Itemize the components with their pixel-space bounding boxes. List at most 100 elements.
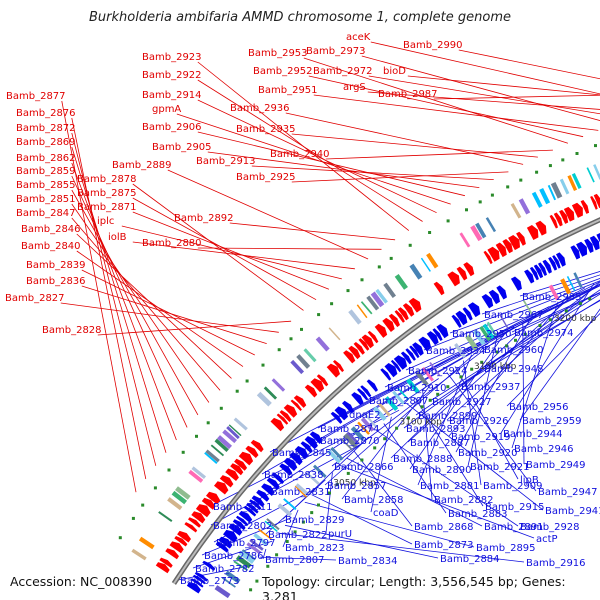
inner-feature-block [357,421,370,435]
reverse-gene-arrow [576,241,588,257]
accession-text: Accession: NC_008390 [10,574,153,589]
outer-feature-block [409,263,423,280]
reverse-gene-label: Bamb_2924 [408,366,468,377]
reverse-gene-label: Bamb_2773 [180,576,240,587]
reverse-gene-label: dnaE2 [349,410,381,421]
inner-marker-dot [588,297,592,301]
reverse-gene-arrow [366,379,378,392]
inner-feature-block [573,272,583,288]
forward-gene-arrow [348,345,361,360]
forward-gene-arrow [316,374,329,387]
reverse-connector-line [423,280,600,351]
outer-feature-block [271,378,286,392]
forward-connector-line [291,171,509,183]
outer-feature-block [226,425,240,440]
reverse-gene-arrow [215,541,229,553]
outer-feature-block [171,490,188,505]
forward-gene-arrow [219,475,234,488]
inner-marker-dot [335,483,339,487]
reverse-connector-line [201,517,292,556]
forward-gene-arrow [225,468,239,481]
outer-feature-block [547,184,557,201]
inner-marker-dot [373,446,377,450]
forward-gene-arrow [516,231,526,246]
outer-marker-dot [548,164,552,168]
reverse-gene-label: Bamb_2873 [414,540,474,551]
inner-feature-block [473,329,486,346]
inner-feature-block [479,325,491,342]
reverse-gene-label: Bamb_2893 [406,424,466,435]
inner-feature-block [224,570,241,584]
reverse-connector-line [462,360,482,486]
reverse-connector-line [422,390,433,500]
reverse-gene-arrow [412,342,424,356]
reverse-connector-line [407,292,577,443]
outer-feature-block [366,295,380,311]
reverse-gene-arrow [584,238,594,253]
forward-gene-arrow [283,404,298,418]
inner-feature-block [343,433,358,449]
outer-marker-dot [360,278,364,282]
reverse-gene-label: lipB [520,475,539,486]
reverse-connector-line [506,312,600,407]
reverse-gene-arrow [243,505,257,517]
reverse-gene-arrow [556,252,566,267]
forward-connector-line [176,113,451,205]
outer-marker-dot [206,421,210,425]
inner-marker-dot [293,530,297,534]
reverse-gene-label: Bamb_2868 [414,522,474,533]
reverse-gene-arrow [289,452,303,466]
forward-connector-line [285,112,524,165]
reverse-gene-label: Bamb_2834 [338,556,398,567]
outer-feature-block [459,232,471,248]
forward-gene-label: bioD [383,66,406,77]
reverse-gene-label: Bamb_2920 [458,448,518,459]
reverse-gene-arrow [570,245,581,260]
reverse-gene-label: Bamb_2884 [440,554,500,565]
forward-gene-arrow [388,313,400,328]
forward-gene-arrow [495,242,507,258]
reverse-gene-arrow [309,431,323,444]
forward-gene-label: Bamb_2839 [26,260,86,271]
forward-connector-line [370,41,600,95]
reverse-gene-label: Bamb_2934 [426,346,486,357]
outer-marker-dot [330,302,334,306]
forward-gene-label: Bamb_2914 [142,90,202,101]
forward-gene-label: Bamb_2972 [313,66,373,77]
reverse-gene-label: Bamb_2926 [449,416,509,427]
reverse-gene-arrow [436,324,449,339]
reverse-gene-label: Bamb_2948 [484,364,544,375]
forward-gene-label: Bamb_2953 [248,48,308,59]
reverse-connector-line [511,301,559,449]
outer-marker-dot [519,178,523,182]
reverse-gene-label: Bamb_2946 [514,444,574,455]
forward-connector-line [197,79,423,222]
forward-gene-label: Bamb_2876 [16,108,76,119]
forward-gene-arrow [238,451,254,466]
reverse-gene-label: Bamb_2890 [412,465,472,476]
outer-marker-dot [317,313,321,317]
forward-gene-arrow [549,214,558,229]
reverse-connector-line [448,296,568,437]
reverse-connector-line [406,403,544,511]
reverse-gene-arrow [218,536,233,549]
outer-feature-block [348,309,362,325]
reverse-connector-line [346,457,483,527]
reverse-gene-label: Bamb_2919 [451,432,511,443]
reverse-connector-line [353,450,413,527]
reverse-gene-label: Bamb_2910 [387,383,447,394]
inner-marker-dot [395,426,399,430]
inner-feature-block [350,426,365,441]
forward-connector-line [71,175,188,428]
forward-gene-label: Bamb_2892 [174,213,234,224]
reverse-connector-line [259,556,337,561]
reverse-gene-label: Bamb_2807 [265,555,325,566]
outer-marker-dot [377,265,381,269]
reverse-gene-arrow [330,411,343,424]
forward-gene-label: Bamb_2987 [378,89,438,100]
forward-gene-arrow [304,384,318,398]
outer-feature-block [290,359,305,375]
forward-gene-arrow [593,193,600,209]
reverse-gene-label: Bamb_2947 [538,487,598,498]
forward-gene-arrow [571,202,583,218]
